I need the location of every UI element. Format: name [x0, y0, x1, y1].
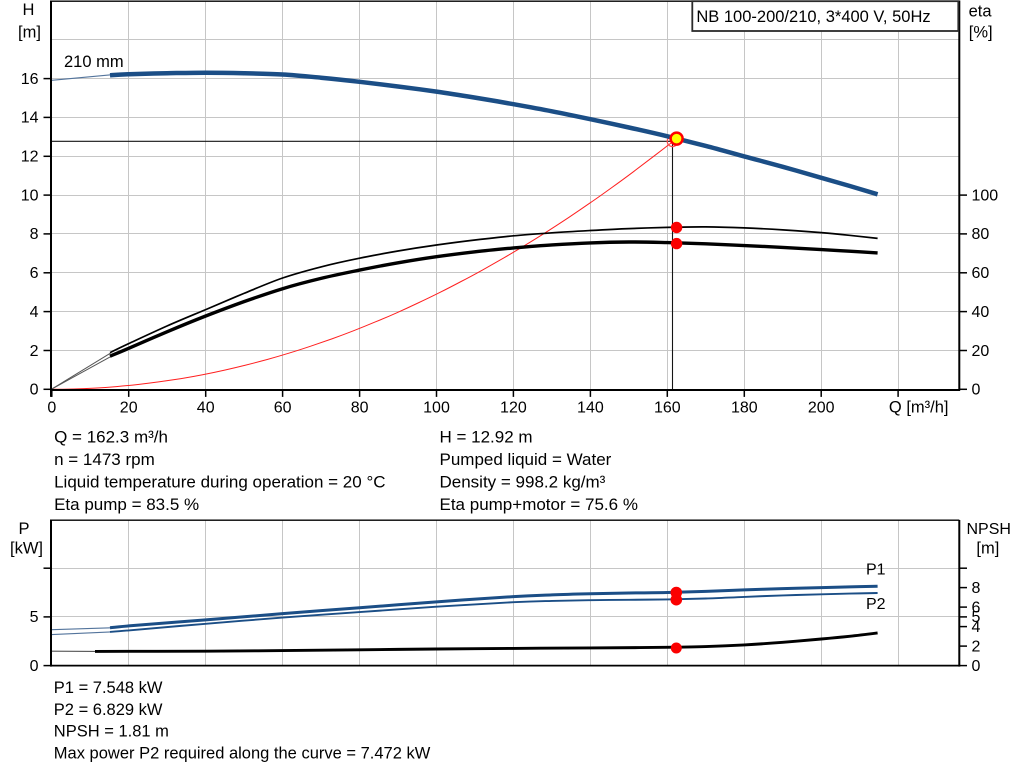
- svg-text:Max power P2 required along th: Max power P2 required along the curve = …: [54, 745, 431, 763]
- svg-text:60: 60: [972, 265, 990, 282]
- svg-text:0: 0: [972, 658, 981, 675]
- svg-text:140: 140: [577, 399, 604, 416]
- svg-text:20: 20: [120, 399, 138, 416]
- svg-text:Density = 998.2 kg/m³: Density = 998.2 kg/m³: [440, 472, 606, 491]
- svg-text:Q [m³/h]: Q [m³/h]: [889, 398, 949, 416]
- svg-text:[m]: [m]: [18, 24, 41, 42]
- svg-text:120: 120: [500, 399, 527, 416]
- svg-text:5: 5: [30, 609, 39, 626]
- svg-text:2: 2: [30, 343, 39, 360]
- svg-text:10: 10: [21, 187, 39, 204]
- svg-text:0: 0: [30, 658, 39, 675]
- svg-text:0: 0: [972, 382, 981, 399]
- svg-text:20: 20: [972, 343, 990, 360]
- svg-text:H = 12.92 m: H = 12.92 m: [440, 428, 533, 447]
- svg-text:160: 160: [654, 399, 681, 416]
- svg-text:4: 4: [30, 304, 39, 321]
- svg-text:0: 0: [30, 382, 39, 399]
- svg-text:NPSH: NPSH: [967, 521, 1011, 538]
- svg-text:4: 4: [972, 619, 981, 636]
- svg-text:60: 60: [274, 399, 292, 416]
- svg-text:8: 8: [972, 580, 981, 597]
- svg-text:[m]: [m]: [976, 539, 999, 557]
- svg-text:P1 = 7.548 kW: P1 = 7.548 kW: [54, 679, 163, 697]
- svg-text:P2 = 6.829 kW: P2 = 6.829 kW: [54, 701, 163, 719]
- svg-text:Eta pump = 83.5 %: Eta pump = 83.5 %: [54, 495, 199, 514]
- svg-text:n = 1473 rpm: n = 1473 rpm: [54, 450, 155, 469]
- svg-text:14: 14: [21, 110, 39, 127]
- svg-text:P: P: [18, 520, 29, 538]
- svg-text:100: 100: [972, 187, 999, 204]
- svg-text:P2: P2: [866, 596, 886, 613]
- svg-text:NB 100-200/210, 3*400 V, 50Hz: NB 100-200/210, 3*400 V, 50Hz: [696, 8, 930, 26]
- svg-text:210 mm: 210 mm: [64, 53, 124, 71]
- svg-text:6: 6: [30, 265, 39, 282]
- svg-text:[%]: [%]: [969, 24, 993, 42]
- svg-text:NPSH = 1.81 m: NPSH = 1.81 m: [54, 723, 169, 741]
- svg-text:6: 6: [972, 599, 981, 616]
- svg-text:[kW]: [kW]: [10, 539, 43, 557]
- svg-text:eta: eta: [969, 2, 993, 20]
- svg-text:0: 0: [47, 399, 56, 416]
- svg-text:Liquid temperature during oper: Liquid temperature during operation = 20…: [54, 472, 385, 491]
- svg-text:8: 8: [30, 226, 39, 243]
- svg-text:12: 12: [21, 149, 39, 166]
- svg-text:80: 80: [351, 399, 369, 416]
- svg-text:P1: P1: [866, 562, 886, 579]
- svg-text:40: 40: [972, 304, 990, 321]
- svg-text:Eta pump+motor = 75.6 %: Eta pump+motor = 75.6 %: [440, 495, 638, 514]
- svg-text:5: 5: [972, 609, 981, 626]
- svg-text:Pumped liquid = Water: Pumped liquid = Water: [440, 450, 612, 469]
- svg-text:Q = 162.3 m³/h: Q = 162.3 m³/h: [54, 428, 168, 447]
- svg-text:80: 80: [972, 226, 990, 243]
- svg-text:H: H: [23, 1, 35, 19]
- svg-text:16: 16: [21, 71, 39, 88]
- svg-text:180: 180: [731, 399, 758, 416]
- svg-text:100: 100: [423, 399, 450, 416]
- svg-text:40: 40: [197, 399, 215, 416]
- svg-text:200: 200: [808, 399, 835, 416]
- svg-text:2: 2: [972, 638, 981, 655]
